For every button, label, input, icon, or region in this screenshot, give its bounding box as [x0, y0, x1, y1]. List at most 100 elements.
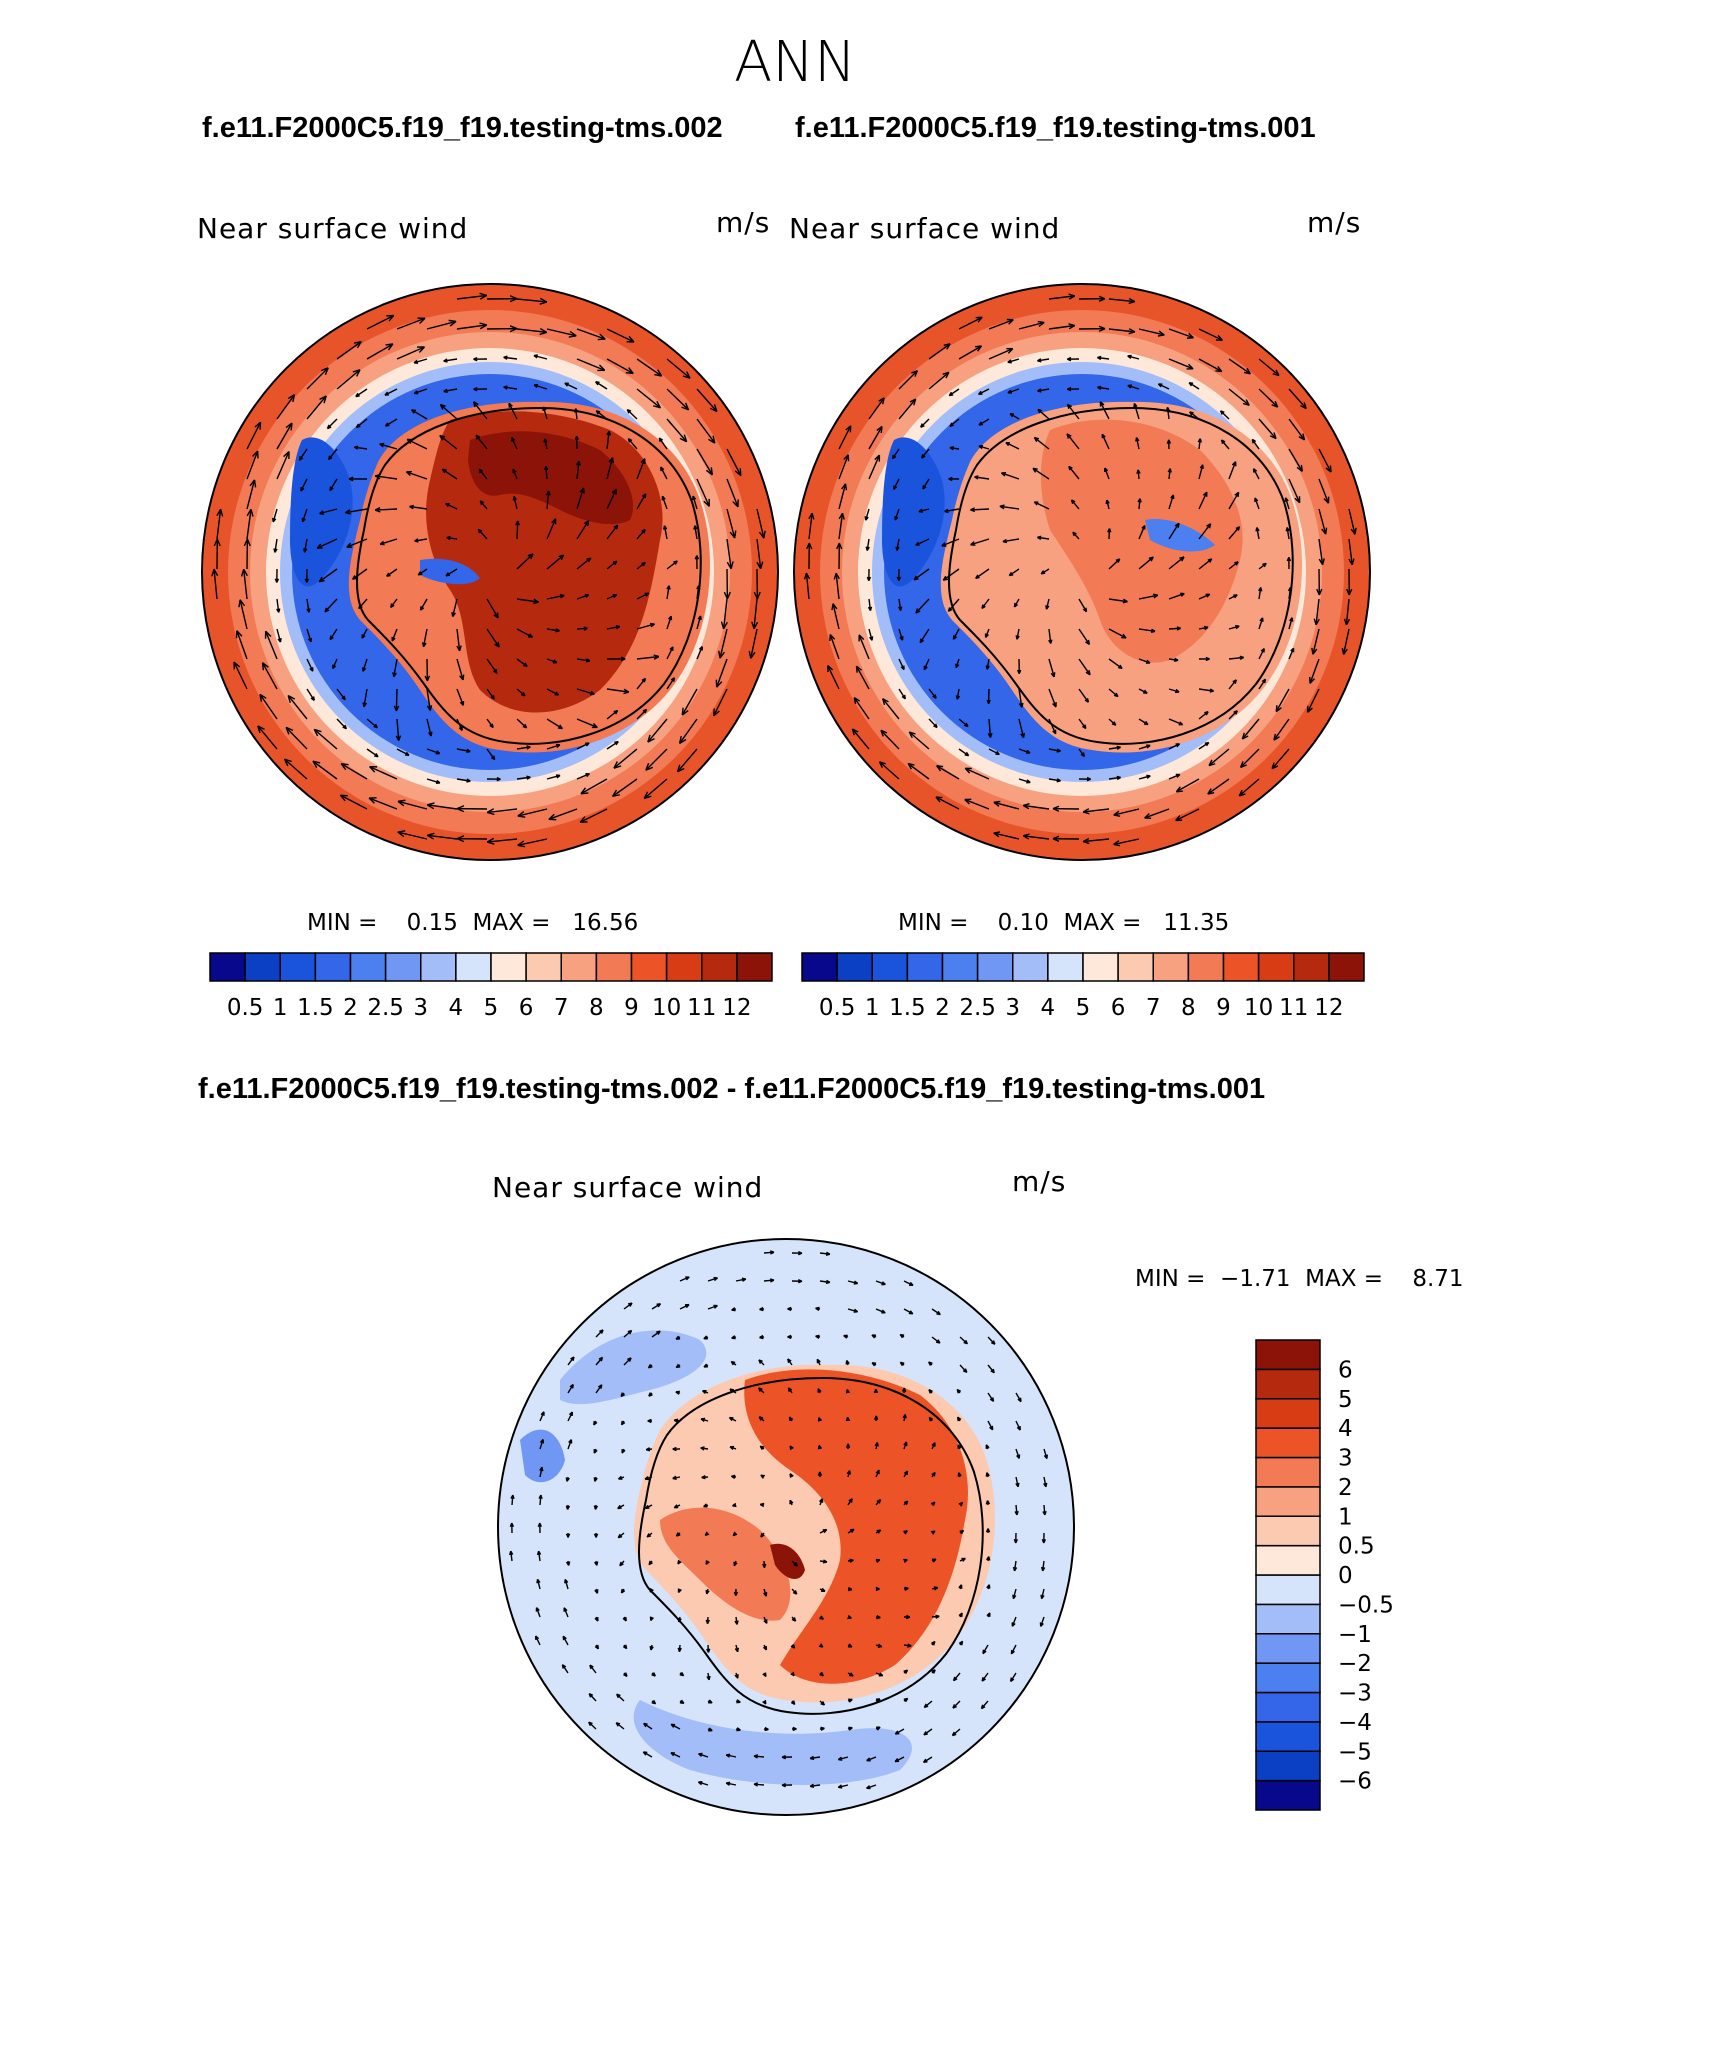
diff-wind-vector-head	[762, 1699, 767, 1705]
case2-wind-vector-head	[1115, 558, 1121, 563]
case1-wind-vector-head	[493, 612, 499, 619]
case1-wind-vector	[445, 568, 458, 577]
case1-wind-vector-head	[756, 561, 764, 570]
case1-wind-vector-head	[276, 608, 281, 613]
diff-wind-vector-head	[820, 1701, 826, 1706]
case1-wind-vector	[487, 838, 518, 843]
case1-wind-vector-head	[718, 650, 726, 659]
case2-wind-vector-head	[1175, 786, 1183, 793]
case1-wind-vector-head	[352, 575, 358, 580]
case1-wind-vector	[426, 778, 441, 784]
case2-wind-vector-head	[1284, 497, 1289, 502]
case2-wind-vector-head	[1052, 702, 1057, 708]
case2-wind-vector-head	[1170, 494, 1175, 500]
case1-wind-vector-head	[641, 493, 647, 499]
case1-wind-vector-head	[393, 705, 400, 712]
case2-wind-vector-head	[1189, 411, 1194, 416]
diff-wind-vector-head	[565, 1533, 571, 1538]
case1-wind-vector	[580, 778, 608, 795]
case1-wind-vector	[546, 594, 565, 600]
case2-wind-vector-head	[1020, 732, 1026, 739]
case2-wind-vector	[1108, 746, 1121, 750]
case2-wind-vector-head	[1141, 524, 1146, 530]
case1-wind-vector-head	[443, 388, 448, 393]
diff-wind-vector-head	[509, 1550, 514, 1556]
diff-wind-vector-head	[675, 1532, 681, 1537]
case1-wind-vector-head	[494, 641, 500, 648]
case1-wind-vector-head	[679, 434, 688, 443]
case2-wind-vector	[1286, 527, 1290, 540]
diff-wind-vector-head	[534, 1635, 540, 1641]
case1-wind-vector-head	[512, 496, 517, 501]
diff-colorbar-tick-label: 3	[1338, 1446, 1353, 1472]
diff-wind-vector-head	[876, 1614, 881, 1620]
case2-wind-vector	[1007, 388, 1020, 394]
diff-wind-vector-head	[730, 1474, 736, 1479]
case2-wind-vector-head	[1048, 639, 1053, 644]
case1-wind-vector-head	[249, 479, 257, 488]
case1-wind-vector-head	[287, 394, 296, 403]
case2-wind-vector	[1288, 388, 1307, 409]
case1-wind-vector-head	[573, 408, 579, 413]
case2-wind-vector	[1166, 407, 1170, 420]
diff-wind-vector-head	[875, 1558, 881, 1563]
diff-wind-vector-head	[847, 1586, 853, 1592]
case1-wind-vector	[576, 718, 598, 729]
case2-wind-vector-head	[1174, 522, 1180, 528]
diff-wind-vector-head	[627, 1329, 633, 1335]
case1-wind-vector	[345, 508, 368, 514]
case2-wind-vector-head	[999, 504, 1005, 510]
case2-wind-vector	[1108, 558, 1121, 570]
case2-wind-vector	[988, 748, 1000, 756]
case2-wind-vector-head	[1128, 328, 1136, 335]
case1-wind-vector-head	[339, 794, 348, 802]
diff-wind-vector-head	[853, 1308, 859, 1313]
diff-wind-vector-head	[903, 1697, 909, 1703]
diff-wind-vector-head	[645, 1447, 651, 1452]
case2-wind-vector-head	[949, 446, 954, 451]
diff-wind-vector-head	[673, 1418, 679, 1423]
case2-wind-vector	[1083, 838, 1110, 843]
case2-colorbar-box-9	[1117, 952, 1154, 982]
diff-wind-vector-head	[594, 1617, 599, 1622]
case1-wind-vector-head	[332, 664, 337, 670]
case1-wind-vector	[696, 585, 700, 600]
diff-colorbar-tick-label: −6	[1338, 1769, 1372, 1795]
case2-wind-vector-head	[944, 508, 949, 514]
case1-wind-vector-head	[539, 328, 548, 336]
diff-wind-vector-head	[705, 1589, 710, 1595]
case1-wind-vector-head	[309, 667, 314, 672]
diff-wind-vector-head	[986, 1584, 991, 1589]
case1-colorbar-box-6	[420, 952, 457, 982]
case1-wind-vector-head	[647, 734, 655, 743]
case2-wind-vector-head	[955, 663, 960, 669]
case2-wind-vector	[942, 568, 960, 581]
case1-wind-vector-head	[748, 650, 756, 659]
case1-wind-vector-head	[446, 535, 451, 541]
case1-colorbar-tick-label: 2	[343, 995, 358, 1021]
case2-wind-vector	[949, 418, 960, 427]
case2-wind-vector-head	[1311, 647, 1318, 655]
case1-wind-vector	[475, 434, 488, 450]
case1-wind-vector	[422, 628, 428, 647]
case2-wind-vector-head	[853, 697, 861, 705]
case2-colorbar-box-0	[801, 952, 838, 982]
case1-colorbar-box-12	[630, 952, 668, 982]
case2-wind-vector	[952, 628, 960, 640]
case2-wind-vector-head	[1137, 498, 1142, 503]
case2-wind-vector-head	[1219, 410, 1225, 415]
case2-wind-vector-head	[1298, 433, 1306, 441]
case1-wind-vector	[564, 382, 578, 390]
case1-wind-vector-head	[211, 568, 219, 577]
case2-wind-vector-head	[1146, 774, 1151, 779]
case1-max-label: MAX =	[472, 910, 551, 936]
case2-colorbar-tick-label: 1	[865, 995, 880, 1021]
diff-wind-vector-head	[822, 1528, 828, 1534]
case1-wind-vector	[756, 508, 765, 539]
diff-wind-vector-head	[845, 1416, 851, 1422]
case1-wind-vector	[456, 688, 464, 706]
case1-wind-vector-head	[261, 662, 269, 671]
case2-wind-vector	[1078, 688, 1089, 703]
case1-wind-vector	[346, 538, 368, 548]
case1-wind-vector-head	[264, 630, 272, 639]
